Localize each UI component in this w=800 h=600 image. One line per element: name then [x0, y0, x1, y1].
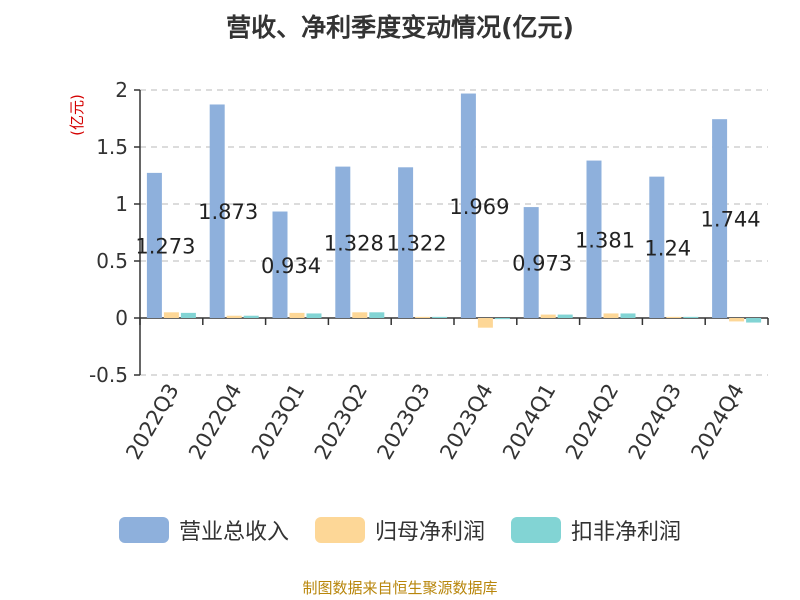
gridlines [140, 89, 768, 376]
legend-item: 扣非净利润 [511, 514, 681, 546]
bar [603, 313, 619, 318]
bar [432, 316, 448, 318]
bar [306, 313, 322, 318]
y-tick-label: 1.5 [96, 135, 128, 159]
y-axis-label: (亿元) [68, 94, 86, 136]
data-label: 0.973 [512, 252, 572, 276]
bar [146, 172, 162, 318]
bar [477, 318, 493, 328]
bar [666, 316, 682, 318]
bar [415, 316, 431, 318]
bars [146, 93, 762, 328]
bar [369, 312, 385, 318]
bar [586, 160, 602, 318]
data-label: 1.969 [449, 195, 509, 219]
bar [746, 318, 762, 323]
bar [180, 312, 196, 318]
bar [209, 104, 225, 318]
legend-swatch [118, 517, 169, 543]
x-tick-label: 2023Q3 [372, 380, 434, 464]
legend-swatch [314, 517, 365, 543]
legend-item: 归母净利润 [314, 514, 485, 546]
bar [557, 314, 573, 318]
bar [712, 119, 728, 319]
data-label: 1.273 [135, 234, 195, 258]
x-tick-label: 2022Q3 [121, 380, 183, 464]
bar [352, 312, 368, 318]
x-tick-label: 2023Q2 [310, 380, 372, 464]
x-tick-label: 2023Q1 [247, 380, 309, 464]
bar [398, 167, 414, 318]
legend-label: 归母净利润 [374, 520, 485, 545]
data-label: 1.873 [198, 200, 258, 224]
bar [460, 93, 476, 318]
bar [523, 207, 539, 318]
legend-label: 营业总收入 [178, 520, 289, 545]
bar [620, 313, 636, 318]
bar [226, 315, 242, 318]
data-label: 1.322 [387, 232, 447, 256]
data-label: 1.24 [644, 236, 691, 260]
data-label: 1.328 [324, 231, 384, 255]
y-tick-label: 1 [115, 192, 128, 216]
bar [729, 318, 745, 322]
bar [540, 314, 556, 318]
legend: 营业总收入 归母净利润 扣非净利润 [0, 514, 800, 546]
bar [649, 176, 665, 318]
data-label: 0.934 [261, 254, 321, 278]
x-tick-label: 2023Q4 [435, 380, 497, 464]
legend-swatch [511, 517, 561, 543]
x-tick-label: 2022Q4 [184, 380, 246, 464]
bar [243, 315, 259, 318]
data-label: 1.744 [701, 208, 761, 232]
y-tick-label: 0 [115, 306, 128, 330]
bar [272, 211, 288, 318]
data-label: 1.381 [575, 228, 635, 252]
legend-item: 营业总收入 [118, 514, 289, 546]
bar [494, 318, 510, 320]
legend-label: 扣非净利润 [571, 520, 682, 545]
y-tick-label: 0.5 [96, 249, 128, 273]
bar [163, 312, 179, 318]
x-tick-label: 2024Q4 [686, 380, 748, 464]
bar [683, 316, 699, 318]
source-footer: 制图数据来自恒生聚源数据库 [302, 579, 498, 597]
x-tick-label: 2024Q1 [498, 380, 560, 464]
chart-title: 营收、净利季度变动情况(亿元) [226, 13, 574, 42]
bar [335, 166, 351, 318]
y-tick-label: 2 [115, 78, 128, 102]
y-tick-label: -0.5 [89, 363, 128, 387]
bar-chart: -0.500.511.52(亿元)2022Q3 2022Q4 2023Q1 2023Q… [68, 78, 769, 464]
bar [289, 312, 305, 318]
x-tick-label: 2024Q3 [624, 380, 686, 464]
x-tick-label: 2024Q2 [561, 380, 623, 464]
